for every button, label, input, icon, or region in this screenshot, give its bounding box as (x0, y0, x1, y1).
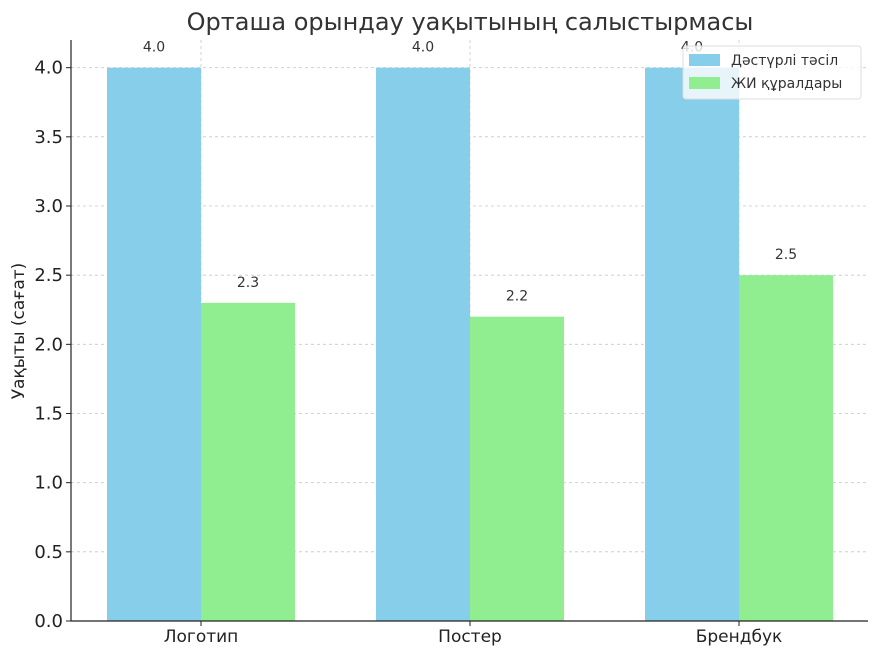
data-label: 4.0 (143, 40, 165, 56)
y-tick-label: 1.0 (34, 473, 63, 494)
data-label: 2.3 (237, 275, 259, 291)
x-tick-label: Брендбук (696, 627, 783, 647)
bar-ai-1 (470, 316, 564, 621)
y-tick-label: 2.0 (34, 334, 63, 355)
axes: 0.0 0.5 1.0 1.5 2.0 2.5 3.0 3.5 4.0 Логотип Постер… (34, 40, 868, 647)
y-tick-label: 0.5 (34, 542, 63, 563)
y-tick-label: 0.0 (34, 611, 63, 632)
y-tick-label: 3.0 (34, 196, 63, 217)
y-tick-label: 1.5 (34, 404, 63, 425)
legend-swatch (689, 77, 720, 89)
data-label: 2.2 (506, 289, 528, 305)
legend-swatch (689, 54, 720, 66)
y-axis-label: Уақыты (сағат) (9, 263, 29, 400)
legend-entry: ЖИ құралдары (731, 76, 842, 92)
legend: Дәстүрлі тәсіл ЖИ құралдары (682, 45, 862, 100)
bar-traditional-0 (107, 67, 201, 621)
legend-box (682, 45, 862, 100)
bar-ai-2 (739, 275, 833, 621)
y-tick-label: 4.0 (34, 58, 63, 79)
bar-traditional-1 (376, 67, 470, 621)
y-tick-label: 3.5 (34, 127, 63, 148)
x-tick-label: Логотип (164, 627, 239, 647)
y-tick-label: 2.5 (34, 265, 63, 286)
chart-title: Орташа орындау уақытының салыстырмасы (187, 8, 754, 36)
bars (107, 67, 833, 621)
data-label: 4.0 (412, 40, 434, 56)
legend-entry: Дәстүрлі тәсіл (731, 53, 838, 69)
bar-traditional-2 (645, 67, 739, 621)
bar-ai-0 (201, 302, 295, 621)
x-tick-label: Постер (438, 627, 502, 647)
data-label: 2.5 (775, 247, 797, 263)
